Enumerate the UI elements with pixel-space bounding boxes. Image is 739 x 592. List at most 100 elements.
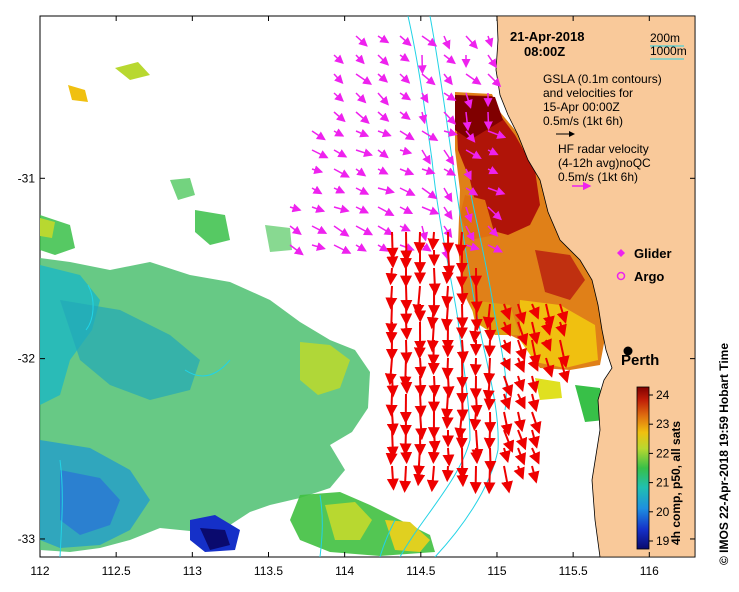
hf-arrow [443, 167, 457, 176]
gsla-arrow [427, 447, 440, 465]
gsla-arrow [500, 303, 512, 321]
gsla-arrow [499, 447, 511, 464]
hf-arrow [333, 111, 346, 123]
hf-radar-velocity-arrows [289, 34, 507, 261]
gsla-arrow [441, 357, 454, 380]
hf-arrow [465, 149, 482, 159]
hf-arrow [464, 206, 473, 224]
hf-arrow [487, 147, 499, 156]
gsla-arrow [385, 393, 398, 417]
hf-arrow [377, 111, 390, 122]
hf-arrow [333, 128, 345, 137]
hf-arrow [355, 243, 367, 252]
gsla-arrow [502, 429, 515, 453]
gsla-arrow [428, 375, 441, 398]
glider-label: Glider [634, 246, 672, 261]
hf-arrow [419, 225, 429, 242]
hf-arrow [333, 204, 350, 214]
gsla-arrow [513, 411, 526, 433]
gsla-arrow [514, 357, 526, 373]
gsla-arrow [386, 411, 399, 436]
hf-arrow [355, 54, 365, 65]
gsla-arrow [483, 429, 496, 450]
gsla-arrow [540, 338, 552, 352]
gsla-line-3: 15-Apr 00:00Z [543, 100, 620, 114]
x-tick-label: 114.5 [406, 564, 435, 578]
gsla-arrow [470, 303, 483, 332]
gsla-arrow [470, 393, 483, 418]
x-tick-label: 115.5 [559, 564, 588, 578]
hf-arrow [355, 167, 367, 177]
gsla-arrow [385, 321, 398, 345]
hf-arrow [463, 168, 472, 181]
hf-arrow [487, 130, 507, 139]
hf-arrow [333, 168, 350, 178]
gsla-arrow [516, 321, 529, 347]
gsla-arrow [385, 447, 398, 466]
hf-line-3: 0.5m/s (1kt 6h) [558, 170, 638, 184]
y-tick-label: -32 [18, 352, 36, 366]
gsla-arrow [412, 285, 425, 317]
hf-arrow [355, 186, 370, 195]
gsla-arrow [540, 321, 553, 336]
gsla-arrow [400, 447, 413, 465]
gsla-arrow [427, 357, 440, 375]
hf-arrow [418, 111, 428, 125]
hf-arrow [333, 185, 346, 194]
gsla-arrow [426, 465, 439, 493]
hf-arrow [377, 34, 390, 44]
gsla-arrow [399, 465, 412, 493]
hf-arrow [333, 92, 344, 102]
hf-arrow [421, 73, 436, 86]
gsla-arrow [528, 321, 541, 345]
gsla-arrow [456, 285, 469, 306]
gsla-arrow [500, 321, 512, 337]
hf-arrow [487, 166, 499, 175]
gsla-arrow [527, 375, 540, 394]
hf-arrow [465, 242, 480, 251]
gsla-arrow [469, 357, 482, 377]
gsla-arrow [442, 375, 455, 399]
sst-field-offshore [40, 62, 605, 556]
gsla-arrow [527, 465, 540, 484]
gsla-arrow [501, 375, 514, 398]
hf-arrow [289, 225, 302, 235]
hf-arrow [355, 35, 368, 47]
hf-arrow [399, 187, 416, 196]
gsla-arrow [426, 303, 439, 330]
hf-arrow [399, 167, 415, 176]
hf-arrow [377, 166, 389, 175]
gsla-arrow [542, 357, 555, 378]
hf-arrow [443, 149, 455, 166]
gsla-arrow [441, 285, 454, 309]
hf-arrow [399, 223, 411, 232]
gsla-arrow [454, 231, 467, 257]
hf-arrow [355, 148, 373, 158]
hf-arrow [355, 73, 373, 85]
hf-arrow [377, 243, 389, 252]
hf-arrow [487, 54, 497, 69]
gsla-arrow [499, 357, 511, 372]
gsla-arrow [483, 393, 496, 411]
hf-arrow [443, 111, 457, 125]
gsla-arrow [528, 429, 540, 449]
hf-arrow [487, 206, 502, 221]
gsla-arrow [400, 321, 413, 341]
gsla-arrow [527, 393, 540, 413]
hf-arrow [421, 149, 431, 165]
gsla-arrow [385, 285, 398, 310]
hf-arrow [377, 73, 389, 83]
gsla-arrow [483, 339, 496, 358]
hf-arrow [355, 205, 370, 214]
hf-arrow [443, 92, 457, 102]
x-tick-label: 116 [640, 564, 659, 578]
gsla-note: GSLA (0.1m contours) and velocities for … [543, 72, 662, 137]
hf-arrow [333, 149, 348, 158]
hf-arrow [399, 91, 412, 101]
glider-icon [617, 249, 625, 257]
gsla-arrow [440, 303, 453, 331]
gsla-arrow [413, 231, 426, 255]
hf-arrow [333, 73, 344, 85]
argo-label: Argo [634, 269, 664, 284]
